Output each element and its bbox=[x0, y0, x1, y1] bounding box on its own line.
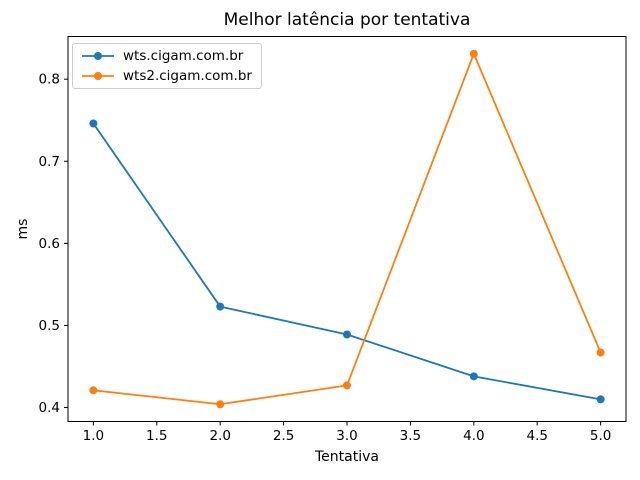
data-point-series-0 bbox=[343, 330, 351, 339]
y-tick-label: 0.7 bbox=[39, 154, 60, 170]
legend: wts.cigam.com.br wts2.cigam.com.br bbox=[72, 43, 262, 89]
series-line-1 bbox=[93, 52, 602, 406]
plot-border bbox=[67, 36, 627, 422]
x-tick-label: 5.0 bbox=[590, 428, 611, 444]
chart-title: Melhor latência por tentativa bbox=[223, 10, 471, 30]
data-point-series-1 bbox=[216, 400, 225, 409]
y-tick-label: 0.6 bbox=[39, 236, 60, 252]
data-point-series-0 bbox=[596, 395, 605, 404]
data-point-series-0 bbox=[216, 302, 225, 311]
x-tick-label: 4.0 bbox=[463, 428, 484, 444]
y-tick-label: 0.4 bbox=[39, 400, 60, 416]
data-point-series-0 bbox=[89, 119, 98, 128]
x-tick-label: 3.0 bbox=[336, 428, 357, 444]
legend-line-marker-icon bbox=[82, 72, 114, 80]
x-tick-label: 3.5 bbox=[400, 428, 421, 444]
legend-label-wts2: wts2.cigam.com.br bbox=[123, 68, 252, 84]
y-tick-label: 0.5 bbox=[39, 318, 60, 334]
y-axis-label: ms bbox=[15, 218, 31, 240]
x-tick-label: 2.0 bbox=[209, 428, 230, 444]
x-tick-label: 4.5 bbox=[526, 428, 547, 444]
series-line-0 bbox=[92, 123, 601, 401]
data-point-series-1 bbox=[596, 348, 605, 357]
data-point-series-0 bbox=[469, 372, 478, 381]
data-point-series-1 bbox=[89, 386, 98, 395]
legend-item-wts: wts.cigam.com.br bbox=[81, 46, 253, 66]
x-tick-label: 1.0 bbox=[83, 428, 104, 444]
legend-item-wts2: wts2.cigam.com.br bbox=[81, 66, 253, 86]
x-tick-label: 1.5 bbox=[146, 428, 167, 444]
legend-line-marker-icon bbox=[82, 52, 114, 60]
data-point-series-1 bbox=[343, 381, 351, 390]
x-axis-label: Tentativa bbox=[315, 449, 379, 465]
data-point-series-1 bbox=[469, 49, 478, 58]
x-tick-label: 2.5 bbox=[273, 428, 294, 444]
legend-label-wts: wts.cigam.com.br bbox=[123, 48, 244, 64]
y-tick-label: 0.8 bbox=[39, 72, 60, 88]
